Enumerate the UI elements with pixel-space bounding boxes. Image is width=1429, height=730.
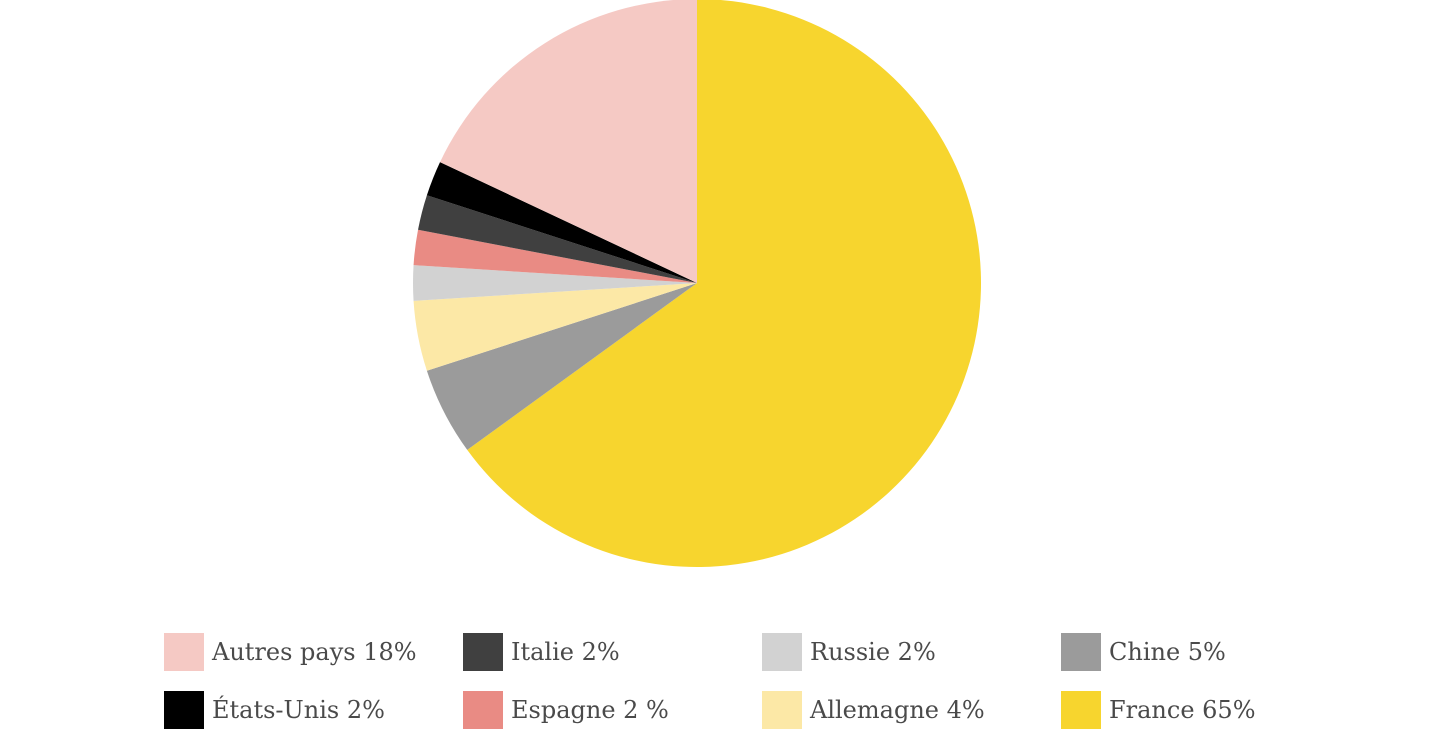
legend-swatch (1061, 691, 1101, 729)
legend-swatch (463, 633, 503, 671)
legend-label: Chine 5% (1109, 638, 1226, 666)
pie-slice-3 (412, 265, 697, 301)
legend-label: France 65% (1109, 696, 1256, 724)
pie-slice-4 (413, 229, 697, 283)
legend-swatch (762, 691, 802, 729)
legend-item: Italie 2% (463, 632, 620, 672)
pie-slice-2 (413, 283, 697, 371)
legend-item: Autres pays 18% (164, 632, 417, 672)
legend-item: Russie 2% (762, 632, 936, 672)
pie-slice-7 (440, 0, 697, 283)
legend-swatch (463, 691, 503, 729)
legend-label: Allemagne 4% (810, 696, 985, 724)
pie-slice-6 (426, 162, 697, 283)
pie-slice-0 (467, 0, 981, 567)
legend-swatch (164, 691, 204, 729)
legend-item: Espagne 2 % (463, 690, 669, 730)
legend-label: États-Unis 2% (212, 696, 385, 724)
legend-label: Autres pays 18% (212, 638, 417, 666)
pie-slice-5 (418, 195, 697, 283)
legend-item: États-Unis 2% (164, 690, 385, 730)
legend-swatch (164, 633, 204, 671)
legend-swatch (1061, 633, 1101, 671)
legend-label: Italie 2% (511, 638, 620, 666)
legend-label: Espagne 2 % (511, 696, 669, 724)
legend-label: Russie 2% (810, 638, 936, 666)
legend-item: Chine 5% (1061, 632, 1226, 672)
legend-item: Allemagne 4% (762, 690, 985, 730)
pie-chart (412, 0, 981, 567)
legend-swatch (762, 633, 802, 671)
pie-slice-1 (426, 283, 697, 450)
legend-item: France 65% (1061, 690, 1256, 730)
